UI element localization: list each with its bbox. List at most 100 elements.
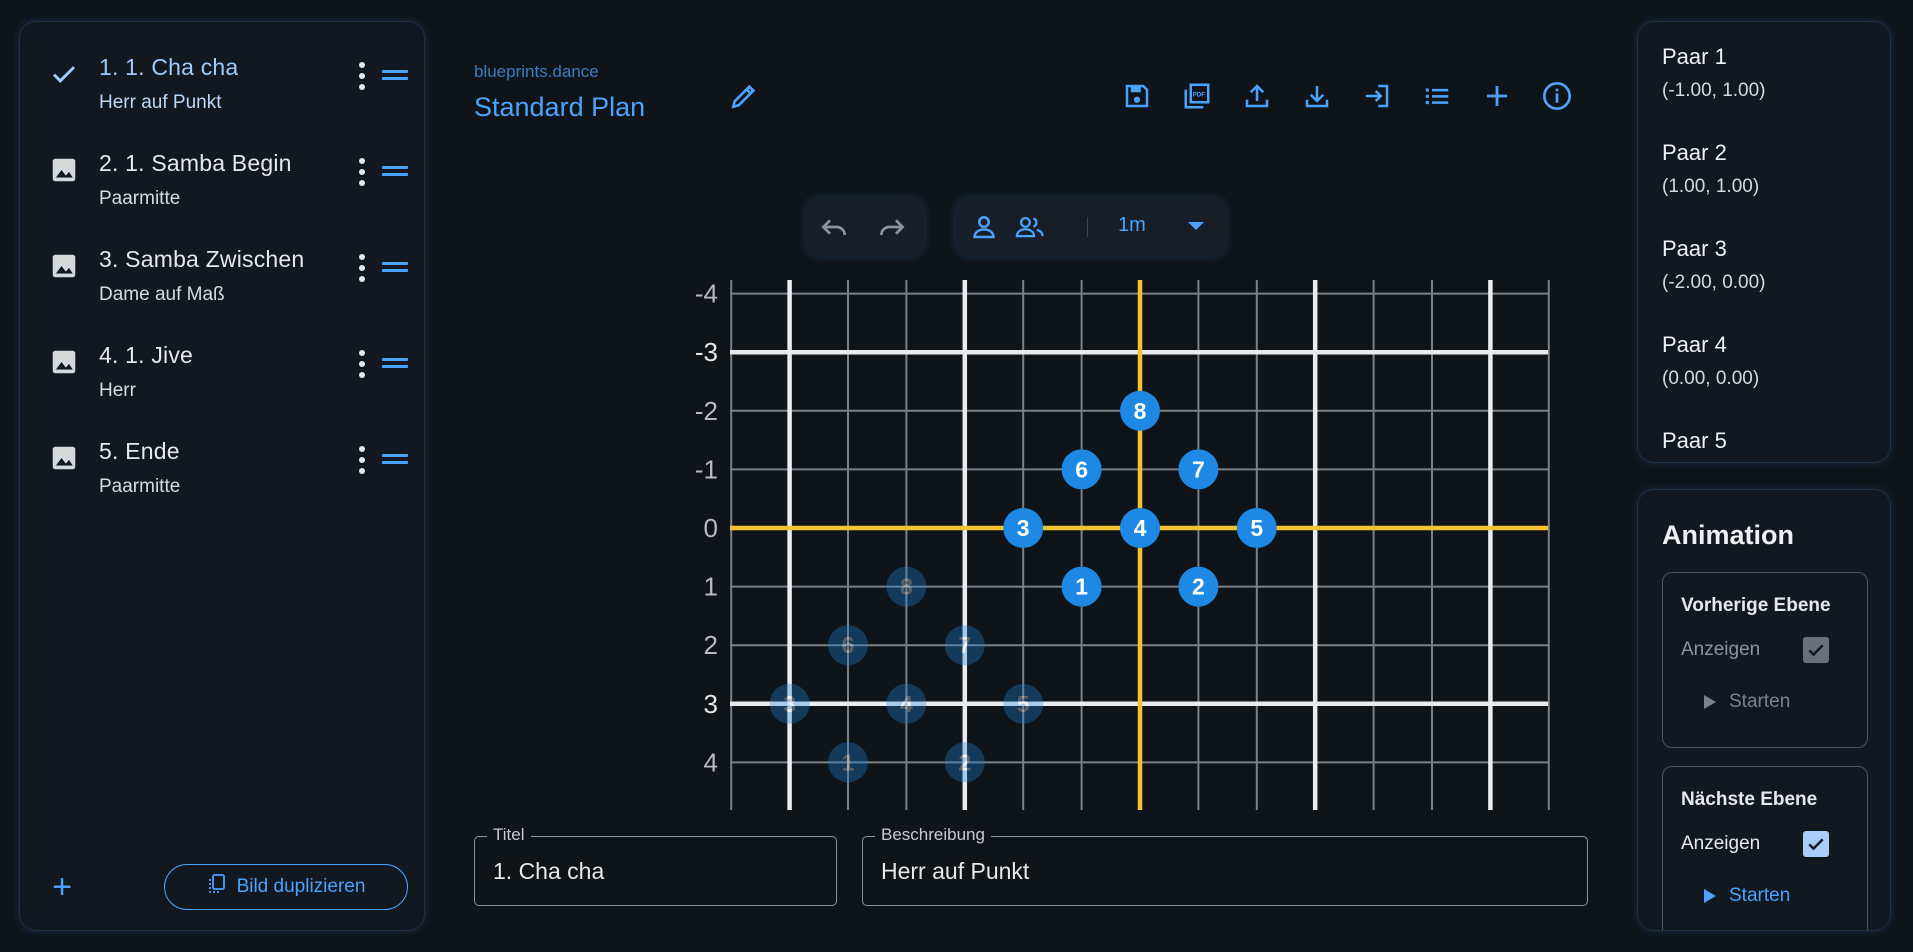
next-start-button[interactable]: Starten bbox=[1703, 885, 1790, 907]
more-options-icon[interactable] bbox=[355, 62, 369, 90]
drag-handle-icon[interactable] bbox=[382, 358, 408, 370]
pair-marker-label: 4 bbox=[1134, 515, 1147, 541]
pair-marker-circle bbox=[1061, 566, 1102, 607]
previous-start-button[interactable]: Starten bbox=[1703, 691, 1790, 713]
description-field[interactable]: Beschreibung Herr auf Punkt bbox=[862, 825, 1588, 906]
pair-marker-label: 7 bbox=[1192, 456, 1205, 482]
more-options-icon[interactable] bbox=[355, 350, 369, 378]
image-icon bbox=[46, 440, 82, 476]
chevron-down-icon[interactable] bbox=[1188, 222, 1204, 230]
pair-marker-circle bbox=[1061, 449, 1102, 490]
download-button[interactable] bbox=[1301, 80, 1333, 112]
pair-item[interactable]: Paar 2 (1.00, 1.00) bbox=[1662, 140, 1759, 198]
pair-marker-circle bbox=[1120, 390, 1160, 431]
next-layer-title: Nächste Ebene bbox=[1681, 789, 1818, 810]
drag-handle-icon[interactable] bbox=[382, 262, 408, 274]
pair-marker: 5 bbox=[1236, 508, 1277, 548]
group-icon bbox=[1015, 216, 1044, 238]
sequence-panel: 1. 1. Cha cha Herr auf Punkt 2. 1. Samba… bbox=[20, 22, 424, 930]
redo-button[interactable] bbox=[876, 211, 908, 243]
pair-position: (-1.00, 1.00) bbox=[1662, 80, 1766, 101]
info-button[interactable] bbox=[1541, 80, 1573, 112]
sequence-item-5[interactable]: 5. Ende Paarmitte bbox=[20, 420, 424, 512]
list-button[interactable] bbox=[1421, 80, 1453, 112]
sequence-item-subtitle: Paarmitte bbox=[99, 188, 181, 209]
pair-marker-circle bbox=[1120, 508, 1160, 548]
pair-name: Paar 4 bbox=[1662, 332, 1727, 357]
pair-marker: 2 bbox=[944, 742, 985, 783]
previous-show-label: Anzeigen bbox=[1681, 639, 1761, 660]
pair-position: (-2.00, 0.00) bbox=[1662, 272, 1766, 293]
pencil-icon bbox=[731, 84, 756, 109]
next-show-checkbox[interactable] bbox=[1803, 831, 1829, 857]
zoom-select[interactable]: 1m bbox=[1118, 214, 1146, 236]
sequence-item-3[interactable]: 3. Samba Zwischen Dame auf Maß bbox=[20, 228, 424, 320]
add-button[interactable] bbox=[1481, 80, 1513, 112]
drag-handle-icon[interactable] bbox=[382, 166, 408, 178]
person-icon bbox=[973, 215, 995, 239]
pair-marker-circle bbox=[1003, 683, 1044, 724]
pair-item[interactable]: Paar 3 (-2.00, 0.00) bbox=[1662, 236, 1766, 294]
svg-text:PDF: PDF bbox=[1193, 92, 1206, 99]
upload-button[interactable] bbox=[1241, 80, 1273, 112]
pair-marker-label: 3 bbox=[1017, 515, 1030, 541]
pair-marker-circle bbox=[769, 683, 810, 724]
checkmark-icon bbox=[1808, 644, 1824, 657]
pair-marker: 7 bbox=[944, 625, 985, 666]
pair-marker: 8 bbox=[886, 566, 927, 607]
sequence-item-1[interactable]: 1. 1. Cha cha Herr auf Punkt bbox=[20, 36, 424, 128]
image-icon bbox=[46, 248, 82, 284]
more-options-icon[interactable] bbox=[355, 158, 369, 186]
pair-item[interactable]: Paar 5 bbox=[1662, 428, 1727, 462]
play-icon bbox=[1704, 889, 1716, 903]
description-input[interactable]: Herr auf Punkt bbox=[881, 858, 1030, 884]
sequence-item-4[interactable]: 4. 1. Jive Herr bbox=[20, 324, 424, 416]
title-field-label: Titel bbox=[487, 825, 531, 845]
y-tick-label: 0 bbox=[704, 513, 718, 543]
pair-marker-circle bbox=[944, 625, 985, 666]
duplicate-image-button[interactable]: Bild duplizieren bbox=[164, 864, 408, 910]
grid-minor-lines bbox=[730, 280, 1550, 810]
pair-position: (0.00, 0.00) bbox=[1662, 368, 1760, 389]
next-show-label: Anzeigen bbox=[1681, 833, 1761, 854]
more-options-icon[interactable] bbox=[355, 254, 369, 282]
previous-show-checkbox[interactable] bbox=[1803, 637, 1829, 663]
image-icon bbox=[46, 344, 82, 380]
history-toolbar bbox=[806, 198, 924, 256]
pair-marker: 1 bbox=[828, 742, 868, 783]
y-tick-label: 3 bbox=[704, 689, 718, 719]
pair-marker: 2 bbox=[1178, 566, 1219, 607]
save-icon bbox=[1125, 84, 1149, 108]
pair-name: Paar 2 bbox=[1662, 140, 1727, 165]
animation-title: Animation bbox=[1662, 520, 1794, 550]
add-image-button[interactable]: + bbox=[52, 868, 72, 906]
pair-marker-circle bbox=[1003, 508, 1044, 548]
drag-handle-icon[interactable] bbox=[382, 70, 408, 82]
pair-marker: 3 bbox=[769, 683, 810, 724]
y-tick-label: -1 bbox=[695, 454, 718, 484]
pair-item[interactable]: Paar 1 (-1.00, 1.00) bbox=[1662, 44, 1766, 102]
group-view-button[interactable] bbox=[1014, 211, 1046, 243]
sequence-item-subtitle: Herr auf Punkt bbox=[99, 92, 222, 113]
sequence-item-subtitle: Dame auf Maß bbox=[99, 284, 225, 305]
pair-marker-label: 6 bbox=[1075, 456, 1088, 482]
y-tick-label: 1 bbox=[704, 572, 718, 602]
undo-button[interactable] bbox=[818, 211, 850, 243]
export-pdf-button[interactable]: PDF bbox=[1181, 80, 1213, 112]
pair-marker: 6 bbox=[1061, 449, 1102, 490]
save-button[interactable] bbox=[1121, 80, 1153, 112]
pair-marker: 6 bbox=[828, 625, 868, 666]
title-field[interactable]: Titel 1. Cha cha bbox=[474, 825, 837, 906]
pair-marker-label: 6 bbox=[842, 632, 855, 658]
drag-handle-icon[interactable] bbox=[382, 454, 408, 466]
import-button[interactable] bbox=[1361, 80, 1393, 112]
edit-title-button[interactable] bbox=[728, 80, 760, 112]
pair-marker-circle bbox=[828, 625, 868, 666]
pair-name: Paar 3 bbox=[1662, 236, 1727, 261]
single-view-button[interactable] bbox=[968, 211, 1000, 243]
title-input[interactable]: 1. Cha cha bbox=[493, 858, 605, 884]
more-options-icon[interactable] bbox=[355, 446, 369, 474]
sequence-item-title: 3. Samba Zwischen bbox=[99, 246, 305, 272]
sequence-item-2[interactable]: 2. 1. Samba Begin Paarmitte bbox=[20, 132, 424, 224]
pair-item[interactable]: Paar 4 (0.00, 0.00) bbox=[1662, 332, 1759, 390]
